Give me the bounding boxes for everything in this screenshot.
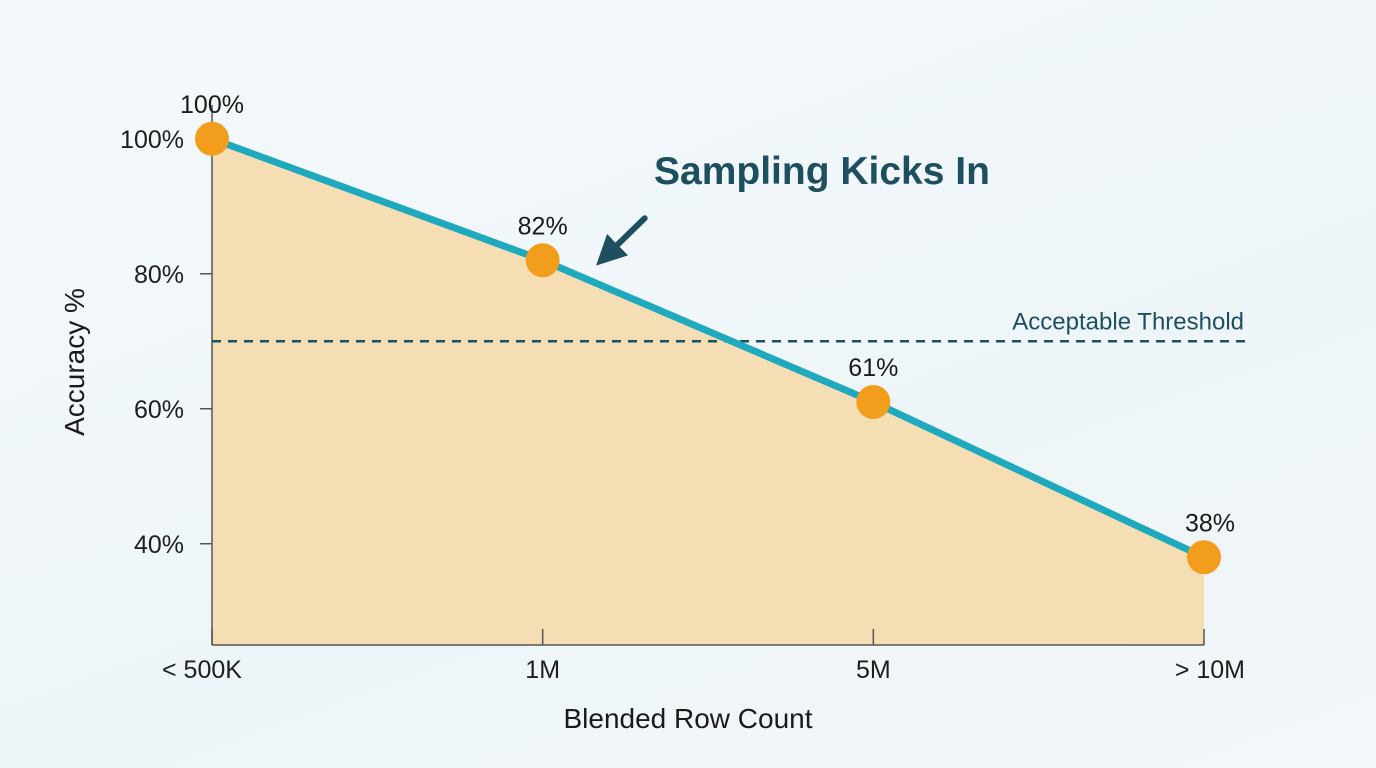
y-axis-title: Accuracy % [59, 288, 90, 436]
data-point [195, 121, 229, 156]
y-tick-label: 80% [134, 261, 184, 289]
y-ticks: 40% 60% 80% 100% [120, 126, 212, 559]
y-tick-label: 40% [134, 531, 184, 559]
data-point [856, 385, 891, 419]
data-point [1187, 540, 1221, 575]
area-fill [212, 138, 1204, 645]
threshold-label: Acceptable Threshold [1012, 308, 1244, 335]
annotation-text: Sampling Kicks In [654, 150, 990, 193]
data-label: 61% [848, 354, 898, 382]
x-tick-label: 1M [525, 656, 560, 684]
x-tick-label: > 10M [1175, 656, 1245, 684]
x-ticks: < 500K 1M 5M > 10M [162, 629, 1245, 684]
x-tick-label: 5M [856, 656, 891, 684]
y-tick-label: 60% [134, 396, 184, 424]
x-tick-label: < 500K [162, 656, 242, 684]
y-tick-label: 100% [120, 126, 184, 154]
data-point [525, 243, 560, 278]
data-label: 82% [518, 212, 568, 240]
x-axis-title: Blended Row Count [563, 703, 812, 734]
data-label: 100% [180, 91, 244, 119]
annotation-arrow [596, 215, 648, 266]
data-points [195, 121, 1221, 575]
data-labels: 100% 82% 61% 38% [180, 91, 1235, 538]
data-label: 38% [1185, 509, 1235, 537]
series-line [208, 135, 1208, 561]
